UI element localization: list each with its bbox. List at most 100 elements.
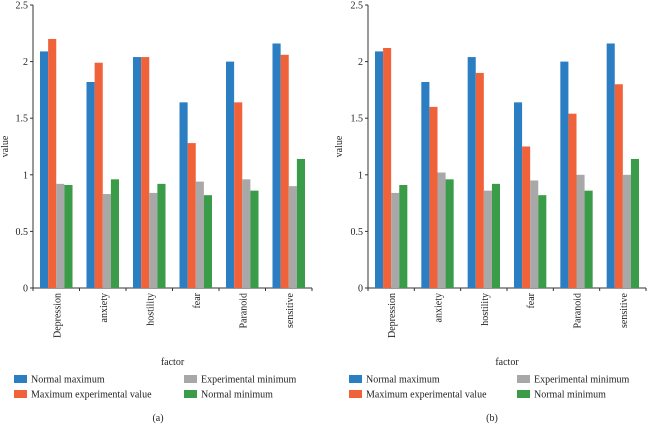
bar-paranoid-normal-minimum <box>250 190 259 288</box>
bar-anxiety-maximum-experimental-value <box>94 62 103 289</box>
panel-caption: (a) <box>152 413 163 424</box>
bar-fear-maximum-experimental-value <box>522 146 531 288</box>
y-tick-label: 2.5 <box>16 1 29 12</box>
bar-fear-normal-minimum <box>538 195 547 288</box>
y-axis-title: value <box>0 135 11 157</box>
bar-depression-experimental-minimum <box>56 183 65 288</box>
y-tick-label: 2 <box>358 57 363 68</box>
bar-anxiety-normal-minimum <box>110 179 120 288</box>
x-tick-label: fear <box>192 292 203 308</box>
x-tick-label: Depression <box>387 293 398 338</box>
bar-depression-normal-minimum <box>399 184 408 288</box>
legend-swatch <box>349 390 362 398</box>
bar-hostility-normal-minimum <box>491 183 500 288</box>
bar-anxiety-normal-maximum <box>86 81 95 288</box>
bar-sensitive-maximum-experimental-value <box>614 84 623 289</box>
bar-fear-experimental-minimum <box>195 181 204 288</box>
y-tick-label: 2.5 <box>351 1 364 12</box>
bar-depression-normal-maximum <box>375 51 384 288</box>
bar-paranoid-experimental-minimum <box>576 174 585 288</box>
chart-panel-a: 0 0.5 1 1.5 2 2.5 value Depression anxiety hostil… <box>0 1 313 424</box>
legend-label: Normal maximum <box>31 375 105 386</box>
legend-label: Experimental minimum <box>534 375 629 386</box>
x-tick-label: anxiety <box>99 293 110 322</box>
bar-sensitive-experimental-minimum <box>622 174 631 288</box>
bar-depression-normal-maximum <box>40 51 49 288</box>
bar-paranoid-maximum-experimental-value <box>234 102 243 288</box>
y-tick-label: 1.5 <box>16 114 29 125</box>
legend-label: Normal minimum <box>534 390 606 401</box>
legend-swatch <box>349 375 362 383</box>
bar-fear-normal-minimum <box>203 195 213 288</box>
bar-depression-experimental-minimum <box>391 192 400 288</box>
x-tick-label: fear <box>526 292 537 308</box>
x-tick-label: Paranoid <box>238 293 249 329</box>
legend-label: Maximum experimental value <box>31 390 152 401</box>
y-tick-label: 2 <box>23 57 28 68</box>
x-tick-label: hostility <box>145 293 156 326</box>
bar-hostility-experimental-minimum <box>149 192 158 288</box>
bar-fear-normal-maximum <box>514 102 523 288</box>
bar-fear-normal-maximum <box>179 102 188 288</box>
bar-hostility-normal-maximum <box>133 57 142 288</box>
legend-label: Maximum experimental value <box>366 390 487 401</box>
x-tick-label: sensitive <box>285 292 296 328</box>
bar-depression-normal-minimum <box>64 184 73 288</box>
chart-panel-b: 0 0.5 1 1.5 2 2.5 value Depression anxiety hostil… <box>334 1 647 424</box>
bar-paranoid-normal-minimum <box>584 190 593 288</box>
bar-sensitive-maximum-experimental-value <box>280 54 289 289</box>
y-tick-label: 0.5 <box>351 227 364 238</box>
x-tick-label: anxiety <box>434 293 445 322</box>
y-tick-label: 0 <box>23 284 28 295</box>
legend-swatch <box>14 390 27 398</box>
y-axis-title: value <box>334 135 345 157</box>
x-axis-title: factor <box>161 357 185 368</box>
legend-swatch <box>184 390 197 398</box>
bar-anxiety-maximum-experimental-value <box>429 106 438 288</box>
bar-hostility-normal-minimum <box>157 183 166 288</box>
bar-anxiety-experimental-minimum <box>102 194 111 288</box>
legend-label: Normal minimum <box>201 390 273 401</box>
bar-depression-maximum-experimental-value <box>48 38 57 289</box>
legend: Normal maximum Maximum experimental value… <box>349 375 629 401</box>
y-tick-label: 1 <box>23 170 28 181</box>
bar-paranoid-maximum-experimental-value <box>568 113 577 288</box>
legend-swatch <box>517 375 530 383</box>
legend-swatch <box>517 390 530 398</box>
bar-hostility-maximum-experimental-value <box>141 57 150 288</box>
panel-caption: (b) <box>486 413 498 424</box>
bar-sensitive-normal-maximum <box>272 43 281 288</box>
bar-hostility-maximum-experimental-value <box>475 72 484 288</box>
y-tick-label: 1 <box>358 170 363 181</box>
legend-label: Normal maximum <box>366 375 440 386</box>
bar-paranoid-normal-maximum <box>226 61 235 288</box>
bar-fear-maximum-experimental-value <box>187 143 196 288</box>
bar-sensitive-experimental-minimum <box>288 186 297 288</box>
bar-paranoid-normal-maximum <box>560 61 569 288</box>
bar-hostility-normal-maximum <box>467 57 476 288</box>
bar-paranoid-experimental-minimum <box>242 179 251 288</box>
bar-anxiety-experimental-minimum <box>437 172 446 288</box>
bar-sensitive-normal-minimum <box>630 158 639 288</box>
legend-label: Experimental minimum <box>201 375 296 386</box>
legend-swatch <box>14 375 27 383</box>
bar-depression-maximum-experimental-value <box>383 48 392 288</box>
bar-sensitive-normal-maximum <box>606 43 615 288</box>
bar-hostility-experimental-minimum <box>483 190 492 288</box>
legend: Normal maximum Maximum experimental value… <box>14 375 296 401</box>
x-axis-title: factor <box>495 357 519 368</box>
legend-swatch <box>184 375 197 383</box>
x-tick-label: Depression <box>52 293 63 338</box>
y-tick-label: 0.5 <box>16 227 29 238</box>
bar-sensitive-normal-minimum <box>296 158 306 288</box>
bar-fear-experimental-minimum <box>530 180 539 288</box>
x-tick-label: sensitive <box>619 292 630 328</box>
x-tick-label: Paranoid <box>573 293 584 329</box>
bar-anxiety-normal-minimum <box>445 179 454 288</box>
y-tick-label: 1.5 <box>351 114 364 125</box>
x-tick-label: hostility <box>480 293 491 326</box>
bar-anxiety-normal-maximum <box>421 81 430 288</box>
y-tick-label: 0 <box>358 284 363 295</box>
